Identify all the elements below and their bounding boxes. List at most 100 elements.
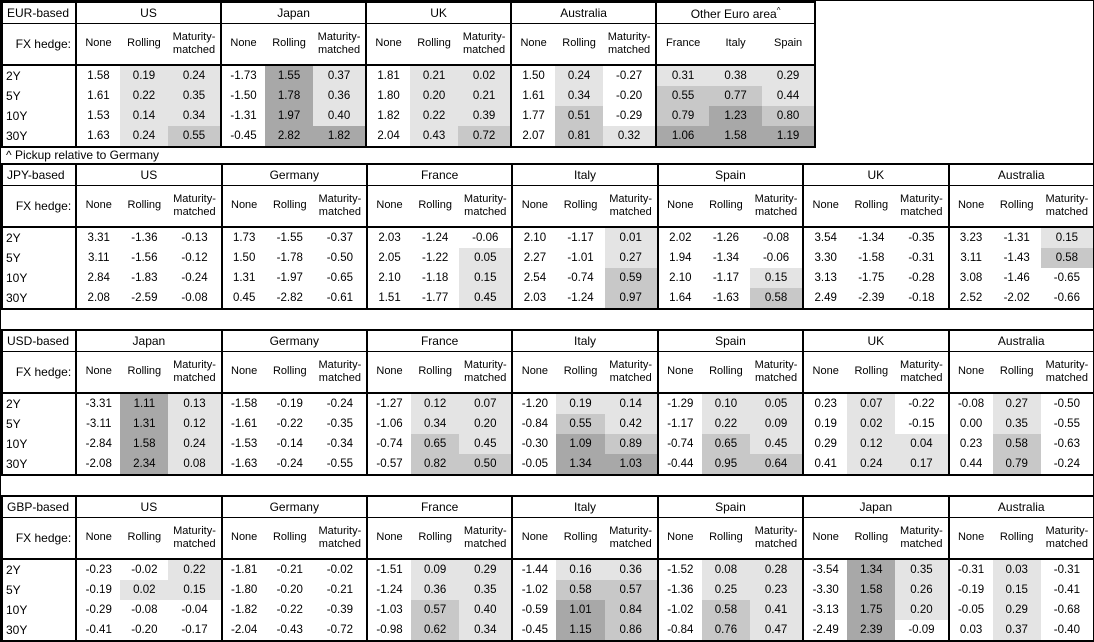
value-cell: 2.10 <box>656 268 702 288</box>
value-cell: 2.10 <box>511 227 557 248</box>
value-cell: -1.43 <box>1003 252 1030 264</box>
value-cell: 0.45 <box>220 288 266 309</box>
value-cell: -2.49 <box>802 620 848 641</box>
value-cell: 0.72 <box>458 126 512 147</box>
column-header-maturity-matched: Maturity-matched <box>313 23 367 66</box>
column-header-rolling: Rolling <box>265 517 314 560</box>
base-currency-label: EUR-based <box>2 2 76 24</box>
value-cell: 1.82 <box>365 106 411 126</box>
value-cell: 0.59 <box>604 268 658 288</box>
value-cell: 1.03 <box>604 454 658 475</box>
value-cell: -0.24 <box>276 458 303 470</box>
jpy-based-table-wrap: JPY-based US Germany France Italy Spain UK Aust… <box>1 163 1093 310</box>
value-cell: 0.29 <box>992 600 1041 620</box>
column-header-none: None <box>656 517 702 560</box>
column-header-rolling: Rolling <box>701 517 750 560</box>
column-header-row: FX hedge: None Rolling Maturity-matched None… <box>2 185 1093 228</box>
value-cell: -1.83 <box>131 272 158 284</box>
table-row: 5Y -0.19 0.02 0.15 -1.80 -0.20 -0.21 -1.24 0.36 0… <box>2 580 1093 600</box>
value-cell: -1.31 <box>220 106 266 126</box>
group-header-italy: Italy <box>511 496 658 518</box>
value-cell: 1.80 <box>365 86 411 106</box>
value-cell: 0.05 <box>459 248 513 268</box>
column-header-maturity-matched: Maturity-matched <box>604 351 658 394</box>
value-cell: -1.24 <box>422 232 449 244</box>
value-cell: 0.03 <box>947 620 993 641</box>
value-cell: 0.35 <box>459 580 513 600</box>
table-row: 10Y 1.53 0.14 0.34 -1.31 1.97 0.40 1.82 0.22 0.39… <box>2 106 816 126</box>
group-header-germany: Germany <box>220 496 367 518</box>
column-header-none: None <box>656 351 702 394</box>
usd-based-table-wrap: USD-based Japan Germany France Italy Spain UK A… <box>1 329 1093 476</box>
value-cell: 0.23 <box>749 580 804 600</box>
value-cell: -0.20 <box>131 624 158 636</box>
column-header-maturity-matched: Maturity-matched <box>168 351 222 394</box>
group-header-spain: Spain <box>656 164 804 186</box>
value-cell: -1.78 <box>276 252 303 264</box>
value-cell: -0.34 <box>326 438 353 450</box>
value-cell: -3.13 <box>802 600 848 620</box>
value-cell: 3.11 <box>75 248 121 268</box>
value-cell: 1.78 <box>265 86 314 106</box>
column-header-france: France <box>655 23 710 66</box>
column-header-maturity-matched: Maturity-matched <box>1040 185 1093 228</box>
column-header-maturity-matched: Maturity-matched <box>459 351 513 394</box>
value-cell: -1.53 <box>220 434 266 454</box>
value-cell: 0.77 <box>709 86 763 106</box>
value-cell: 0.31 <box>655 65 710 86</box>
value-cell: 0.23 <box>947 434 993 454</box>
value-cell: -0.21 <box>326 584 353 596</box>
value-cell: -1.20 <box>511 393 557 414</box>
value-cell: -1.34 <box>858 232 885 244</box>
column-header-rolling: Rolling <box>411 185 460 228</box>
value-cell: -1.17 <box>712 272 740 284</box>
column-header-none: None <box>802 351 848 394</box>
value-cell: 0.04 <box>895 434 949 454</box>
group-header-uk: UK <box>802 330 949 352</box>
value-cell: -1.17 <box>567 232 594 244</box>
group-header-row: EUR-based US Japan UK Australia Other Euro ar… <box>2 2 816 24</box>
group-header-australia: Australia <box>510 2 657 24</box>
value-cell: 1.31 <box>220 268 266 288</box>
value-cell: 1.50 <box>510 65 556 86</box>
value-cell: 0.36 <box>411 580 460 600</box>
column-header-rolling: Rolling <box>265 185 314 228</box>
value-cell: -2.39 <box>858 292 885 304</box>
value-cell: -0.74 <box>656 434 702 454</box>
value-cell: -0.22 <box>276 604 303 616</box>
value-cell: -1.73 <box>220 65 266 86</box>
value-cell: -1.24 <box>567 292 594 304</box>
table-row: 30Y -2.08 2.34 0.08 -1.63 -0.24 -0.55 -0.57 0.82… <box>2 454 1093 475</box>
value-cell: 0.38 <box>709 65 763 86</box>
column-header-none: None <box>365 351 412 394</box>
value-cell: -0.68 <box>1053 604 1080 616</box>
value-cell: 0.58 <box>556 580 605 600</box>
value-cell: -0.12 <box>181 252 208 264</box>
value-cell: -1.97 <box>276 272 303 284</box>
value-cell: -0.35 <box>908 232 935 244</box>
value-cell: -1.36 <box>131 232 158 244</box>
eur-based-table: EUR-based US Japan UK Australia Other Euro ar… <box>1 1 817 148</box>
value-cell: 0.24 <box>120 126 168 147</box>
value-cell: -0.55 <box>326 458 353 470</box>
value-cell: -0.98 <box>365 620 412 641</box>
column-header-none: None <box>75 23 120 66</box>
value-cell: 2.02 <box>656 227 702 248</box>
column-header-maturity-matched: Maturity-matched <box>1040 517 1093 560</box>
value-cell: -1.36 <box>656 580 702 600</box>
value-cell: -1.61 <box>220 414 266 434</box>
value-cell: -0.31 <box>947 559 993 580</box>
value-cell: 1.94 <box>656 248 702 268</box>
value-cell: 0.03 <box>992 559 1041 580</box>
fx-hedge-label: FX hedge: <box>2 23 76 66</box>
value-cell: 0.79 <box>992 454 1041 475</box>
column-header-none: None <box>802 185 848 228</box>
value-cell: -0.13 <box>181 232 208 244</box>
column-header-maturity-matched: Maturity-matched <box>604 185 658 228</box>
table-row: 5Y 3.11 -1.56 -0.12 1.50 -1.78 -0.50 2.05 -1.22 0… <box>2 248 1093 268</box>
column-header-maturity-matched: Maturity-matched <box>459 517 513 560</box>
group-header-australia: Australia <box>947 330 1093 352</box>
value-cell: 2.49 <box>802 288 848 309</box>
column-header-none: None <box>947 351 993 394</box>
